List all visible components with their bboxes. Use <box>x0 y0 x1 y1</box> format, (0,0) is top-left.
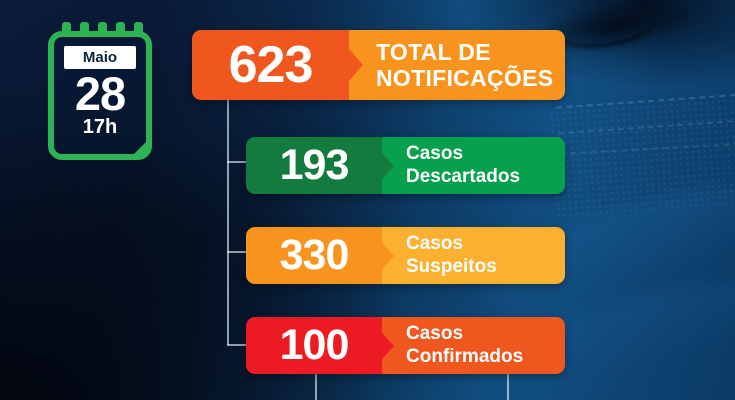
connector-branch-discarded <box>227 161 247 163</box>
calendar-ring-icon <box>134 22 143 37</box>
suspect-label-line1: Casos <box>406 233 464 255</box>
confirmed-value-text: 100 <box>279 321 350 369</box>
connector-branch-suspect <box>227 251 247 253</box>
confirmed-label-line2: Confirmados <box>406 345 524 367</box>
total-label: TOTAL DE NOTIFICAÇÕES <box>349 30 565 100</box>
discarded-value: 193 <box>246 137 394 194</box>
confirmed-label-line1: Casos <box>406 323 464 345</box>
calendar-ring-icon <box>116 22 125 37</box>
total-notifications-banner: 623 TOTAL DE NOTIFICAÇÕES <box>192 30 565 100</box>
suspect-label-line2: Suspeitos <box>406 255 497 277</box>
calendar-month: Maio <box>64 46 136 69</box>
calendar-body: Maio 28 17h <box>48 31 152 160</box>
calendar-day: 28 <box>74 67 126 120</box>
suspect-value: 330 <box>246 227 394 284</box>
suspect-label: Casos Suspeitos <box>382 227 565 284</box>
calendar-ring-icon <box>62 22 71 37</box>
arrow-right-icon <box>349 49 363 81</box>
connector-vertical <box>227 98 229 345</box>
calendar-time: 17h <box>82 116 118 139</box>
discarded-value-text: 193 <box>279 141 350 189</box>
confirmed-cases-banner: 100 Casos Confirmados <box>246 317 565 374</box>
total-label-line1: TOTAL DE <box>376 39 491 66</box>
suspect-cases-banner: 330 Casos Suspeitos <box>246 227 565 284</box>
total-value-text: 623 <box>228 36 314 94</box>
arrow-right-icon <box>382 242 394 269</box>
connector-below-right <box>507 373 509 400</box>
discarded-label: Casos Descartados <box>382 137 565 194</box>
connector-branch-confirmed <box>227 344 247 346</box>
confirmed-value: 100 <box>246 317 394 374</box>
calendar-icon: Maio 28 17h <box>48 22 152 160</box>
discarded-cases-banner: 193 Casos Descartados <box>246 137 565 194</box>
total-value: 623 <box>192 30 363 100</box>
arrow-right-icon <box>382 332 394 359</box>
discarded-label-line2: Descartados <box>406 165 521 187</box>
suspect-value-text: 330 <box>279 231 350 279</box>
confirmed-label: Casos Confirmados <box>382 317 565 374</box>
connector-below-left <box>315 373 317 400</box>
page-fold-icon <box>132 140 148 156</box>
total-label-line2: NOTIFICAÇÕES <box>376 65 554 91</box>
discarded-label-line1: Casos <box>406 143 464 165</box>
arrow-right-icon <box>382 152 394 179</box>
calendar-ring-icon <box>80 22 89 37</box>
calendar-ring-icon <box>98 22 107 37</box>
